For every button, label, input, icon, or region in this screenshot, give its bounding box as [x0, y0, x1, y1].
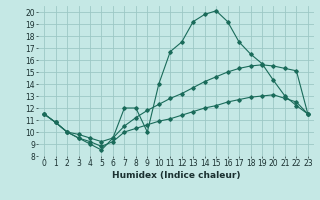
X-axis label: Humidex (Indice chaleur): Humidex (Indice chaleur) [112, 171, 240, 180]
